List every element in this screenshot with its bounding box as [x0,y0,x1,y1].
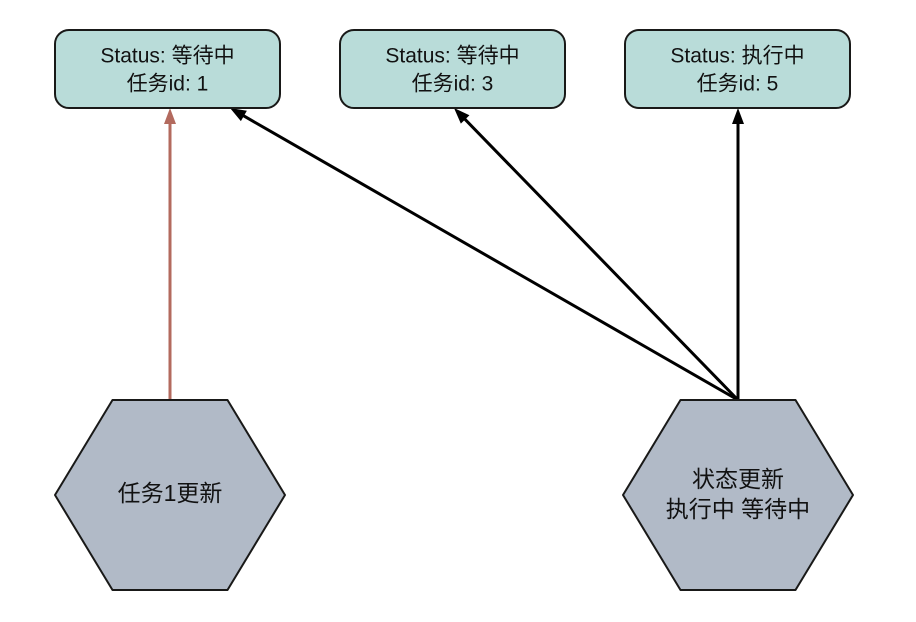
node-update1-label-0: 任务1更新 [118,480,223,506]
node-task1-label-0: Status: 等待中 [100,45,234,68]
node-task3-label-0: Status: 等待中 [385,45,519,68]
node-update1: 任务1更新 [55,400,285,590]
node-task3-label-1: 任务id: 3 [412,73,494,96]
node-task5-label-0: Status: 执行中 [670,45,804,68]
node-updateStatus: 状态更新执行中 等待中 [623,400,853,590]
edge-updateStatus-to-task1 [230,108,738,400]
node-task5-label-1: 任务id: 5 [697,73,779,96]
edge-updateStatus-to-task3 [454,108,738,400]
diagram-canvas: Status: 等待中任务id: 1Status: 等待中任务id: 3Stat… [0,0,916,622]
edge-update1-to-task1 [164,108,176,400]
node-task1: Status: 等待中任务id: 1 [55,30,280,108]
node-updateStatus-label-1: 执行中 等待中 [666,496,810,522]
node-updateStatus-label-0: 状态更新 [692,466,784,492]
node-task1-label-1: 任务id: 1 [127,73,209,96]
edge-updateStatus-to-task5 [732,108,744,400]
node-task3: Status: 等待中任务id: 3 [340,30,565,108]
node-task5: Status: 执行中任务id: 5 [625,30,850,108]
